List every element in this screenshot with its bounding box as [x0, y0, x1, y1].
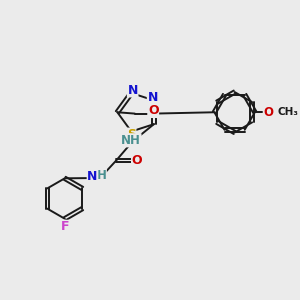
Text: O: O	[148, 104, 158, 117]
Text: O: O	[263, 106, 273, 119]
Text: N: N	[147, 91, 158, 104]
Text: CH₃: CH₃	[278, 107, 299, 117]
Text: N: N	[87, 170, 98, 183]
Text: O: O	[132, 154, 142, 167]
Text: NH: NH	[121, 134, 141, 147]
Text: S: S	[127, 128, 136, 141]
Text: H: H	[96, 169, 106, 182]
Text: N: N	[128, 84, 138, 97]
Text: F: F	[61, 220, 69, 233]
